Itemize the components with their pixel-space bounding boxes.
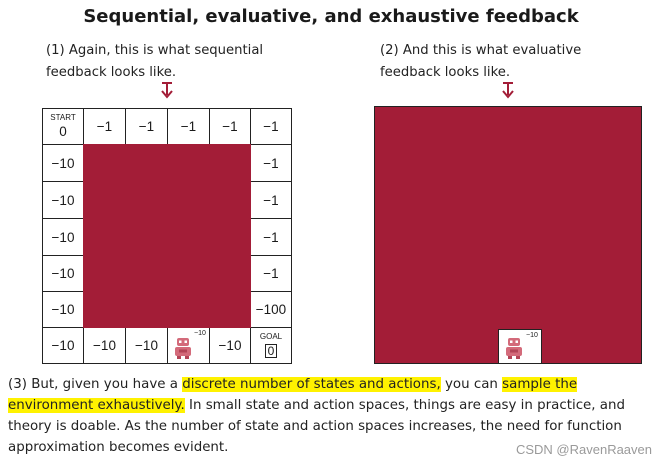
robot-icon	[175, 338, 191, 359]
grid-cell-left-5: −10	[42, 291, 84, 328]
evaluative-square	[374, 106, 642, 364]
evaluative-robot-reward: −10	[526, 332, 538, 339]
grid-cell-left-2: −10	[42, 181, 84, 219]
grid-interior-fill	[83, 144, 251, 328]
note-sequential-line1: (1) Again, this is what sequential	[46, 43, 264, 58]
goal-label: GOAL	[259, 332, 283, 341]
grid-cell-bottom-2: −10	[125, 327, 168, 364]
note-evaluative: (2) And this is what evaluative feedback…	[380, 40, 581, 84]
bottom-text-3: In small state and action spaces, things…	[8, 398, 625, 455]
figure-title: Sequential, evaluative, and exhaustive f…	[83, 6, 579, 27]
goal-cell: GOAL 0	[250, 327, 292, 364]
goal-value: 0	[264, 344, 278, 358]
grid-cell-right-4: −1	[250, 255, 292, 292]
start-label: START	[50, 113, 76, 123]
grid-cell-robot: −10	[167, 327, 210, 364]
grid-cell-bottom-4: −10	[209, 327, 251, 364]
start-value: 0	[59, 124, 67, 140]
grid-frame	[42, 108, 292, 364]
bottom-text-1: (3) But, given you have a	[8, 377, 183, 392]
note-evaluative-line2: feedback looks like.	[380, 65, 511, 80]
robot-reward: −10	[194, 330, 206, 337]
grid-cell-left-1: −10	[42, 144, 84, 182]
evaluative-robot-cell: −10	[498, 329, 542, 364]
bottom-text-2: you can	[440, 377, 503, 392]
highlight-discrete: discrete number of states and actions,	[182, 377, 441, 392]
grid-cell-left-3: −10	[42, 218, 84, 256]
note-evaluative-line1: (2) And this is what evaluative	[380, 43, 582, 58]
robot-icon	[506, 338, 522, 359]
bottom-note: (3) But, given you have a discrete numbe…	[8, 374, 658, 458]
down-arrow-icon	[502, 82, 514, 99]
watermark: CSDN @RavenRaaven	[515, 442, 652, 457]
start-cell: START 0	[42, 108, 84, 145]
note-sequential-line2: feedback looks like.	[46, 65, 177, 80]
grid-cell-right-2: −1	[250, 181, 292, 219]
note-sequential: (1) Again, this is what sequential feedb…	[46, 40, 263, 84]
down-arrow-icon	[161, 82, 173, 99]
